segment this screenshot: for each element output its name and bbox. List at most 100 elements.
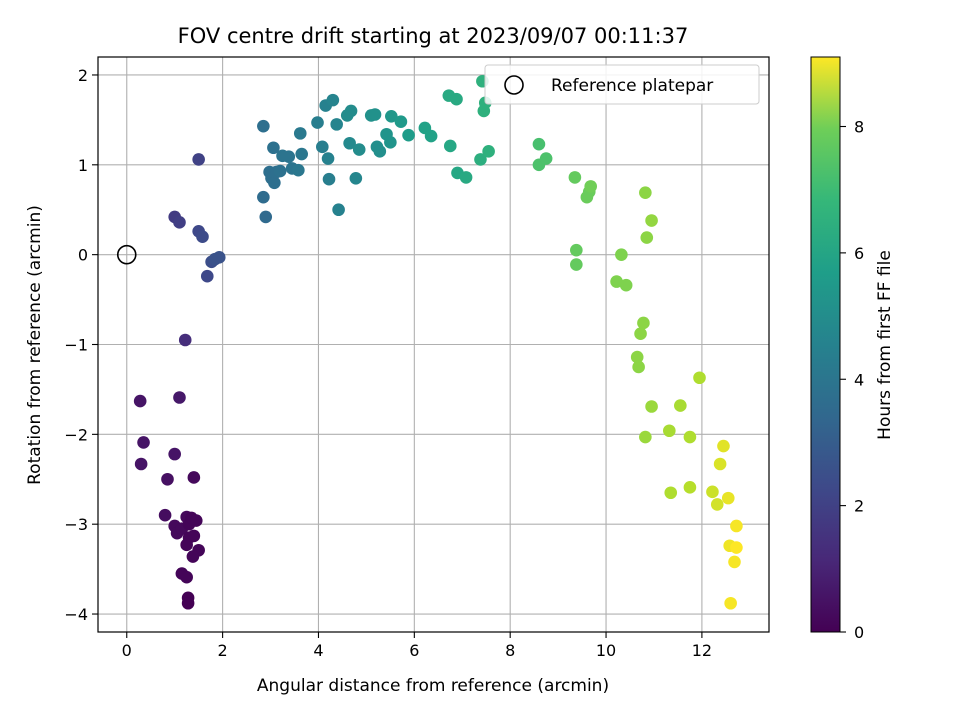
data-point bbox=[615, 248, 628, 261]
data-point bbox=[349, 171, 363, 185]
x-tick-label: 10 bbox=[596, 641, 616, 660]
data-point bbox=[292, 163, 305, 177]
data-point bbox=[257, 190, 270, 204]
y-tick-label: 1 bbox=[78, 156, 88, 175]
colorbar-gradient bbox=[810, 56, 841, 633]
data-point bbox=[632, 360, 645, 374]
data-point bbox=[663, 424, 676, 438]
y-axis-ticks: −4 −3 −2 −1 0 1 2 bbox=[64, 66, 98, 624]
data-point bbox=[482, 145, 495, 158]
data-point bbox=[133, 394, 147, 408]
data-point bbox=[316, 140, 329, 154]
data-point bbox=[717, 439, 730, 453]
y-axis-label: Rotation from reference (arcmin) bbox=[25, 205, 45, 485]
legend-marker bbox=[504, 75, 524, 95]
data-point bbox=[134, 457, 148, 471]
data-point bbox=[450, 92, 463, 106]
data-point bbox=[394, 115, 408, 128]
reference-platepar-marker bbox=[116, 244, 137, 265]
data-point bbox=[384, 136, 397, 149]
data-point bbox=[693, 371, 706, 385]
data-point bbox=[343, 136, 356, 150]
x-tick-label: 6 bbox=[409, 641, 419, 660]
x-tick-label: 0 bbox=[122, 641, 132, 660]
data-point bbox=[187, 529, 201, 543]
colorbar-tick-label: 4 bbox=[854, 370, 864, 389]
data-point bbox=[259, 210, 273, 224]
data-point bbox=[424, 129, 438, 143]
data-point bbox=[178, 333, 192, 347]
data-point bbox=[322, 172, 336, 186]
x-tick-label: 2 bbox=[218, 641, 228, 660]
colorbar-tick-label: 8 bbox=[854, 118, 864, 137]
data-point bbox=[189, 514, 203, 527]
data-point bbox=[168, 447, 181, 461]
y-tick-label: −4 bbox=[64, 605, 88, 624]
data-point bbox=[180, 538, 193, 552]
colorbar-tick-label: 2 bbox=[854, 497, 864, 516]
data-point bbox=[402, 128, 415, 142]
data-point bbox=[158, 508, 172, 522]
data-point bbox=[713, 457, 727, 471]
data-point bbox=[212, 251, 226, 264]
data-point bbox=[610, 275, 623, 288]
data-point bbox=[200, 269, 214, 283]
data-point bbox=[186, 550, 200, 563]
y-tick-label: −2 bbox=[64, 425, 88, 444]
data-point bbox=[674, 399, 687, 412]
data-point bbox=[268, 176, 281, 190]
x-tick-label: 4 bbox=[313, 641, 323, 660]
data-point bbox=[634, 327, 647, 341]
x-axis-label: Angular distance from reference (arcmin) bbox=[257, 676, 609, 696]
y-tick-label: −3 bbox=[64, 515, 88, 534]
data-point bbox=[443, 139, 457, 153]
data-point bbox=[187, 471, 201, 484]
colorbar: 0 2 4 6 8 Hours from first FF file bbox=[810, 56, 895, 642]
data-point bbox=[637, 316, 650, 330]
data-point bbox=[267, 141, 280, 155]
colorbar-ticks: 0 2 4 6 8 bbox=[840, 118, 864, 642]
data-point bbox=[730, 519, 743, 533]
data-point bbox=[385, 109, 398, 123]
data-point bbox=[639, 430, 652, 444]
data-point bbox=[332, 203, 345, 217]
data-point bbox=[173, 216, 186, 229]
data-point bbox=[326, 93, 340, 107]
x-axis-ticks: 0 2 4 6 8 10 12 bbox=[122, 632, 712, 660]
data-point bbox=[161, 472, 174, 486]
data-point bbox=[344, 104, 358, 118]
data-point bbox=[639, 186, 652, 199]
data-point bbox=[683, 481, 697, 494]
x-tick-label: 8 bbox=[505, 641, 515, 660]
legend-entry-reference-platepar: Reference platepar bbox=[551, 76, 713, 96]
data-point bbox=[330, 118, 343, 131]
data-point bbox=[532, 137, 546, 151]
y-tick-label: 0 bbox=[78, 246, 88, 265]
data-point bbox=[293, 127, 307, 140]
data-point bbox=[706, 485, 719, 499]
data-point bbox=[584, 180, 598, 193]
data-point bbox=[311, 116, 324, 129]
data-point bbox=[180, 570, 193, 584]
data-point bbox=[273, 164, 287, 178]
data-point bbox=[352, 143, 366, 156]
data-point bbox=[619, 278, 633, 292]
data-point bbox=[710, 498, 724, 511]
data-point bbox=[459, 171, 473, 184]
data-point bbox=[137, 436, 150, 449]
data-point bbox=[173, 391, 186, 404]
data-point bbox=[570, 258, 583, 271]
data-point bbox=[368, 108, 382, 121]
colorbar-label: Hours from first FF file bbox=[875, 250, 895, 440]
data-point bbox=[721, 491, 735, 505]
legend: Reference platepar bbox=[484, 64, 760, 105]
data-point bbox=[568, 171, 582, 184]
data-point bbox=[683, 430, 697, 444]
y-tick-label: −1 bbox=[64, 336, 88, 355]
data-point bbox=[282, 150, 296, 164]
data-point bbox=[295, 147, 308, 161]
x-tick-label: 12 bbox=[692, 641, 712, 660]
data-point bbox=[373, 145, 387, 158]
data-point bbox=[257, 119, 270, 133]
data-point bbox=[664, 486, 678, 500]
